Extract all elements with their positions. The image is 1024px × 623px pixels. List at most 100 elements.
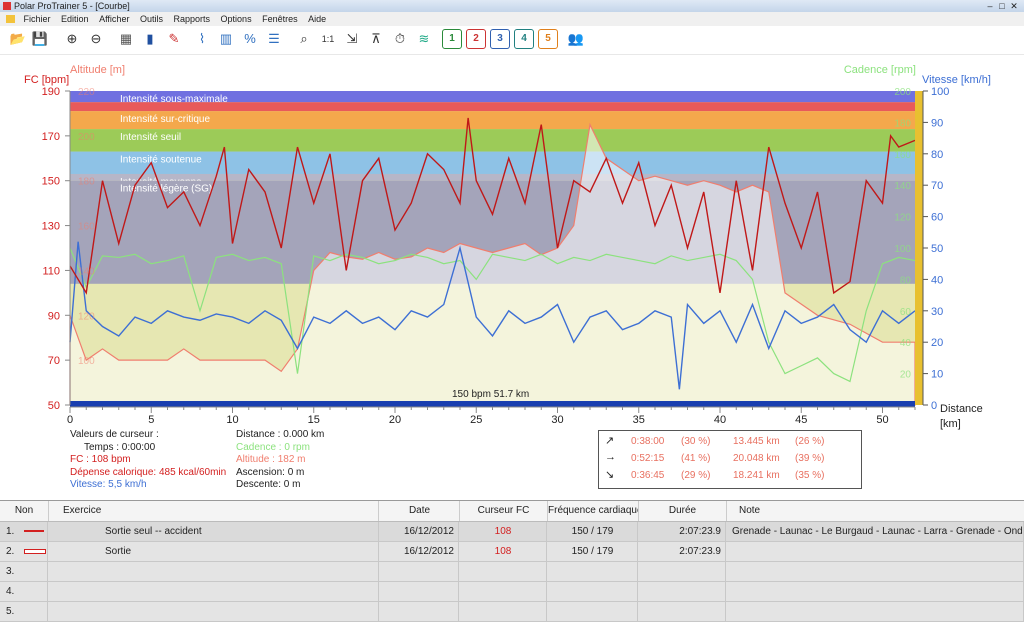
slope-distance: 18.241 km (733, 470, 780, 481)
title-bar: Polar ProTrainer 5 - [Courbe] – □ ✕ (0, 0, 1024, 12)
cell-note (727, 562, 1024, 581)
list-view-icon[interactable]: ☰ (268, 31, 280, 46)
cursor-descente: Descente: 0 m (236, 479, 301, 490)
menu-options[interactable]: Options (220, 14, 252, 24)
cell-duree (639, 582, 726, 601)
menu-outils[interactable]: Outils (139, 14, 163, 24)
zoom-icon[interactable]: ⌕ (300, 31, 308, 46)
users-icon[interactable]: 👥 (567, 31, 585, 46)
chart-1-icon[interactable]: 1 (442, 29, 462, 49)
table-row[interactable]: 2. Sortie 16/12/2012 108 150 / 179 2:07:23.9 (0, 542, 1024, 562)
cell-exercice: Sortie (49, 542, 379, 561)
threshold-label: 150 bpm 51.7 km (452, 389, 529, 400)
lap-icon[interactable]: ⊼ (371, 31, 381, 46)
menu-afficher[interactable]: Afficher (99, 14, 130, 24)
add-exercise-icon[interactable]: ⊕ (66, 31, 78, 46)
menu-aide[interactable]: Aide (308, 14, 327, 24)
polar-app-icon (3, 2, 11, 10)
cell-date (380, 562, 459, 581)
marker-icon[interactable]: ⇲ (346, 31, 358, 46)
open-folder-icon[interactable]: 📂 (9, 31, 27, 46)
slope-time-pct: (30 %) (681, 436, 711, 447)
zoom-one-to-one-icon[interactable]: 1:1 (321, 34, 335, 44)
cell-num: 2. (0, 542, 48, 561)
cell-exercice: Sortie seul -- accident (49, 522, 379, 541)
stopwatch-icon[interactable]: ⏱ (394, 31, 406, 46)
calendar-icon[interactable]: ▦ (119, 31, 133, 46)
cell-note: Grenade - Launac - Le Burgaud - Launac -… (727, 522, 1024, 541)
altitude-tick-label: 120 (78, 311, 95, 322)
zone-label: Intensité sur-critique (120, 114, 210, 125)
heart-rate-chart[interactable]: Intensité sous-maximale Intensité sur-cri… (0, 55, 1024, 495)
hr-zone-band (70, 129, 915, 152)
close-button[interactable]: ✕ (1010, 1, 1018, 11)
col-header-exercice[interactable]: Exercice (49, 501, 379, 521)
distance-tick-label: 50 (876, 414, 888, 426)
maximize-button[interactable]: □ (999, 1, 1005, 11)
percent-view-icon[interactable]: % (244, 31, 256, 46)
cell-date: 16/12/2012 (380, 542, 459, 561)
hr-zone-band (70, 91, 915, 103)
chart-3-icon[interactable]: 3 (490, 29, 510, 49)
wave-icon[interactable]: ≋ (418, 31, 430, 46)
save-disk-icon[interactable]: 💾 (31, 31, 49, 46)
person-note-icon[interactable]: ✎ (168, 31, 180, 46)
col-header-frequence[interactable]: Fréquence cardiaque (548, 501, 639, 521)
col-header-duree[interactable]: Durée (639, 501, 727, 521)
menu-fenetres[interactable]: Fenêtres (262, 14, 298, 24)
cursor-values-left: Valeurs de curseur : Temps : 0:00:00 FC … (70, 429, 226, 492)
flat-arrow-icon: → (605, 451, 616, 463)
cell-duree (639, 602, 726, 621)
cell-num: 4. (0, 582, 48, 601)
speed-tick-label: 40 (931, 274, 943, 286)
cell-duree: 2:07:23.9 (639, 522, 726, 541)
distance-axis-title: Distance (940, 403, 983, 415)
col-header-num[interactable]: Non (0, 501, 49, 521)
distance-tick-label: 25 (470, 414, 482, 426)
cadence-tick-label: 160 (894, 150, 911, 161)
window-title: Polar ProTrainer 5 - [Courbe] (14, 1, 130, 11)
cell-date (380, 602, 459, 621)
table-row[interactable]: 5. (0, 602, 1024, 622)
cadence-tick-label: 40 (900, 338, 912, 349)
cell-curseur: 108 (460, 542, 547, 561)
toolbar: 📂 💾 ⊕ ⊖ ▦ ▮ ✎ ⌇ ▥% ☰ ⌕ 1:1 ⇲ ⊼ ⏱ ≋ 1 2 3 4 5 👥 (0, 26, 1024, 55)
col-header-date[interactable]: Date (380, 501, 460, 521)
cadence-tick-label: 100 (894, 244, 911, 255)
distance-bar (70, 401, 915, 407)
altitude-tick-label: 140 (78, 266, 95, 277)
table-row[interactable]: 4. (0, 582, 1024, 602)
speed-axis-title: Vitesse [km/h] (922, 74, 991, 86)
book-icon[interactable]: ▮ (146, 31, 154, 46)
cell-fc: 150 / 179 (548, 542, 638, 561)
minimize-button[interactable]: – (987, 1, 993, 11)
window-controls: – □ ✕ (984, 0, 1020, 12)
menu-fichier[interactable]: Fichier (23, 14, 51, 24)
chart-5-icon[interactable]: 5 (538, 29, 558, 49)
document-menu-icon[interactable] (6, 15, 15, 23)
slope-distance: 20.048 km (733, 453, 780, 464)
chart-4-icon[interactable]: 4 (514, 29, 534, 49)
col-header-note[interactable]: Note (739, 505, 761, 516)
slope-distance-pct: (39 %) (795, 453, 825, 464)
col-header-curseur-fc[interactable]: Curseur FC (460, 501, 548, 521)
cell-fc: 150 / 179 (548, 522, 638, 541)
speed-line (69, 241, 916, 390)
menu-rapports[interactable]: Rapports (173, 14, 211, 24)
bar-view-icon[interactable]: ▥ (219, 31, 233, 46)
cell-note (727, 542, 1024, 561)
speed-tick-label: 70 (931, 180, 943, 192)
chart-2-icon[interactable]: 2 (466, 29, 486, 49)
curve-view-icon[interactable]: ⌇ (198, 31, 206, 46)
altitude-tick-label: 220 (78, 87, 95, 98)
menu-edition[interactable]: Edition (61, 14, 89, 24)
remove-exercise-icon[interactable]: ⊖ (90, 31, 102, 46)
table-row[interactable]: 3. (0, 562, 1024, 582)
cadence-line (69, 247, 916, 383)
distance-unit-label: [km] (940, 418, 961, 430)
distance-tick-label: 10 (226, 414, 238, 426)
cell-curseur (460, 562, 547, 581)
cadence-tick-label: 120 (894, 213, 911, 224)
table-row[interactable]: 1. Sortie seul -- accident 16/12/2012 108 15… (0, 522, 1024, 542)
cursor-ascension: Ascension: 0 m (236, 466, 305, 478)
